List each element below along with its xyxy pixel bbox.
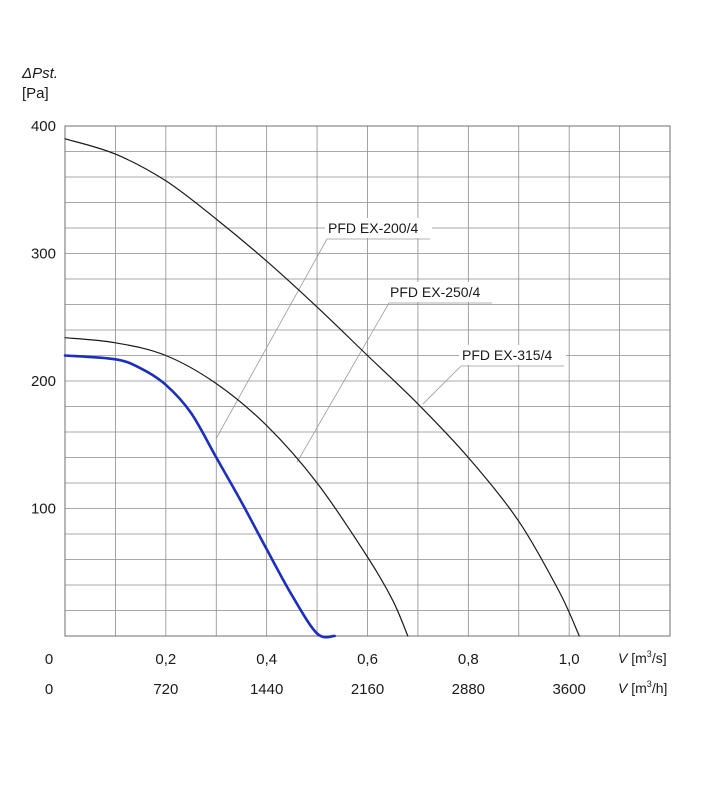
y-tick-label: 300 bbox=[31, 246, 56, 263]
annotation-leader-line bbox=[296, 302, 390, 463]
x-tick-labels-m3s: 0 0,2 0,4 0,6 0,8 1,0 bbox=[45, 651, 580, 668]
annotation-label: PFD EX-315/4 bbox=[462, 347, 552, 363]
x-axis-unit-pre-m3s: [m bbox=[627, 650, 646, 666]
annotation-leader-line bbox=[215, 238, 328, 439]
y-tick-label: 400 bbox=[31, 118, 56, 135]
annotations: PFD EX-200/4 PFD EX-250/4 PFD EX-315/4 bbox=[325, 218, 566, 365]
x-tick-label-m3s: 0,2 bbox=[155, 651, 176, 668]
x-axis-unit-sup-m3s: 3 bbox=[647, 649, 652, 659]
x-tick-label-m3s: 0 bbox=[45, 651, 53, 668]
x-tick-labels-m3h: 0 720 1440 2160 2880 3600 bbox=[45, 681, 586, 698]
x-axis-label-m3h: V [m3/h] bbox=[618, 679, 667, 696]
x-tick-label-m3s: 0,4 bbox=[256, 651, 277, 668]
y-axis-unit: [Pa] bbox=[22, 85, 49, 102]
annotation-label: PFD EX-200/4 bbox=[328, 220, 418, 236]
x-axis-unit-sup-m3h: 3 bbox=[647, 679, 652, 689]
x-tick-label-m3s: 0,8 bbox=[458, 651, 479, 668]
x-axis-unit-post-m3h: /h] bbox=[652, 680, 668, 696]
x-tick-label-m3h: 3600 bbox=[552, 681, 585, 698]
x-axis-unit-post-m3s: /s] bbox=[652, 650, 667, 666]
y-tick-label: 200 bbox=[31, 373, 56, 390]
annotation-background bbox=[325, 218, 432, 238]
x-tick-label-m3h: 2160 bbox=[351, 681, 384, 698]
y-axis: ΔPst. [Pa] 100 200 300 400 bbox=[21, 65, 58, 518]
x-tick-label-m3s: 0,6 bbox=[357, 651, 378, 668]
x-axis-label-m3s: V [m3/s] bbox=[618, 649, 667, 666]
x-axis-symbol-m3h: V bbox=[618, 680, 629, 696]
x-axis-symbol-m3s: V bbox=[618, 650, 629, 666]
annotation-leader-line bbox=[422, 365, 462, 405]
plot-frame bbox=[64, 125, 671, 637]
y-tick-label: 100 bbox=[31, 501, 56, 518]
annotation-background bbox=[459, 345, 566, 365]
series-line-pfd-ex-200-4 bbox=[63, 354, 336, 639]
annotation-background bbox=[387, 282, 494, 302]
x-tick-label-m3h: 720 bbox=[153, 681, 178, 698]
x-axis: 0 0,2 0,4 0,6 0,8 1,0 0 720 1440 2160 2880 3600 V … bbox=[45, 649, 668, 698]
y-tick-labels: 100 200 300 400 bbox=[31, 118, 56, 518]
x-tick-label-m3h: 0 bbox=[45, 681, 53, 698]
x-tick-label-m3h: 2880 bbox=[452, 681, 485, 698]
series-line-pfd-ex-315-4 bbox=[64, 138, 580, 637]
x-tick-label-m3h: 1440 bbox=[250, 681, 283, 698]
grid bbox=[64, 125, 671, 637]
annotation-leaders bbox=[215, 238, 564, 463]
series-line-pfd-ex-250-4 bbox=[64, 337, 409, 637]
annotation-label: PFD EX-250/4 bbox=[390, 284, 480, 300]
x-axis-unit-pre-m3h: [m bbox=[627, 680, 646, 696]
x-tick-label-m3s: 1,0 bbox=[559, 651, 580, 668]
y-axis-symbol: ΔPst. bbox=[21, 65, 58, 82]
series bbox=[63, 138, 580, 639]
